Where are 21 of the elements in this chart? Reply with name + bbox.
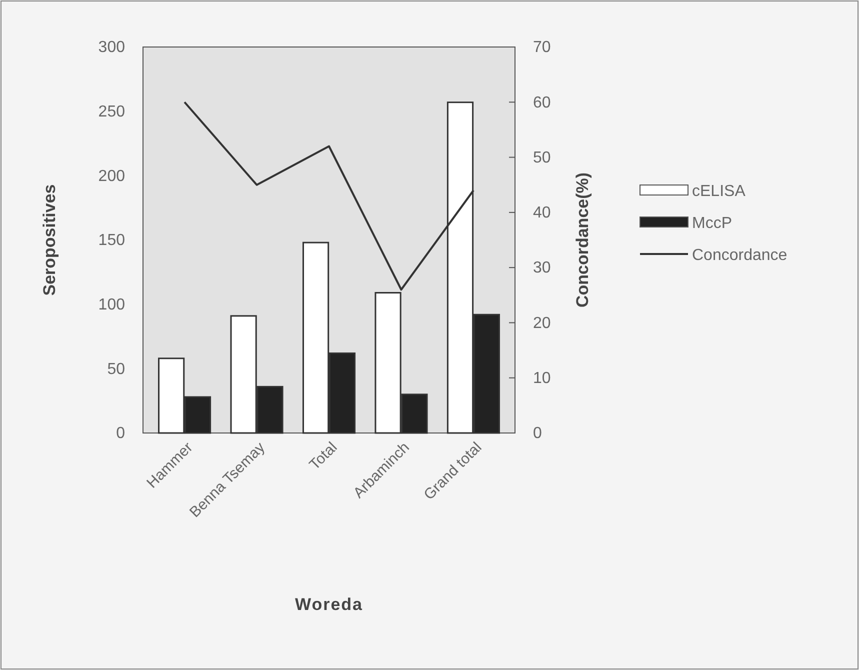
y2-tick-label: 40	[533, 204, 551, 222]
y2-tick-label: 10	[533, 370, 551, 387]
y-tick-label: 300	[98, 39, 126, 56]
y-tick-label: 50	[107, 360, 126, 378]
y-tick-label: 200	[98, 168, 126, 185]
legend-label: cELISA	[692, 183, 746, 200]
y-tick-label: 250	[98, 103, 126, 120]
y2-axis-title: Concordance(%)	[573, 172, 592, 308]
y2-tick-label: 20	[533, 314, 551, 332]
y-tick-label: 150	[98, 232, 126, 250]
y2-tick-label: 50	[533, 149, 551, 166]
y-tick-label: 0	[116, 425, 126, 442]
y2-tick-label: 30	[533, 260, 551, 277]
y2-tick-label: 70	[533, 39, 551, 56]
legend-label: MccP	[692, 215, 732, 232]
y2-tick-label: 60	[533, 94, 551, 112]
y2-tick-label: 0	[533, 425, 542, 442]
legend-label: Concordance	[692, 247, 788, 264]
y-tick-label: 100	[98, 296, 126, 314]
x-axis-title: Woreda	[294, 595, 364, 614]
y-axis-title: Seropositives	[40, 184, 59, 296]
